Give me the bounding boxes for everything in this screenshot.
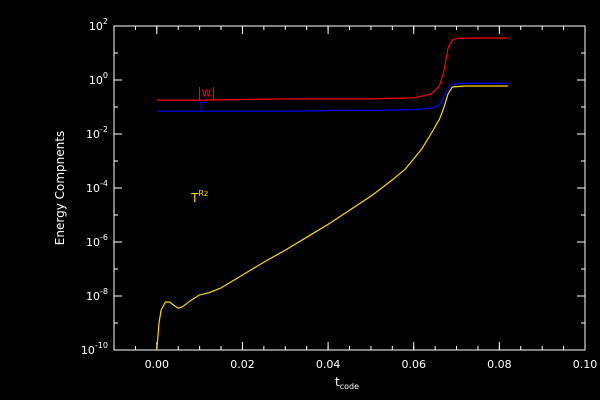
y-tick-label: 10-6 [86, 233, 108, 249]
series-line-t [156, 82, 508, 112]
annotation-w: |w| [197, 85, 215, 99]
annotations: |w|T TRz [190, 85, 215, 205]
y-tick-label: 10-4 [86, 179, 108, 195]
x-tick-label: 0.10 [573, 358, 598, 371]
series-line-trz [156, 85, 508, 351]
x-axis-title-sub: code [340, 382, 359, 391]
y-tick-label: 10-8 [86, 287, 108, 303]
x-axis-title: tcode [335, 375, 359, 391]
series-line-w [156, 37, 508, 101]
plot-frame [113, 25, 586, 351]
x-tick-label: 0.08 [487, 358, 512, 371]
x-axis-ticks: 0.00 0.02 0.04 0.06 0.08 0.10 [113, 26, 598, 371]
x-tick-label: 0.02 [230, 358, 255, 371]
annotation-t: T [196, 100, 205, 114]
x-tick-label: 0.04 [316, 358, 341, 371]
y-tick-label: 102 [89, 17, 108, 33]
y-axis-ticks: 10-10 10-8 10-6 10-4 10-2 100 102 [81, 17, 585, 357]
x-axis-title-main: t [335, 375, 340, 389]
y-axis-title: Energy Compnents [53, 131, 67, 245]
x-tick-label: 0.06 [401, 358, 426, 371]
series-layer [156, 37, 508, 351]
y-tick-label: 10-10 [81, 341, 108, 357]
y-tick-label: 100 [89, 71, 108, 87]
x-tick-label: 0.00 [145, 358, 170, 371]
y-tick-label: 10-2 [86, 125, 108, 141]
annotation-trz: TRz [190, 189, 208, 205]
